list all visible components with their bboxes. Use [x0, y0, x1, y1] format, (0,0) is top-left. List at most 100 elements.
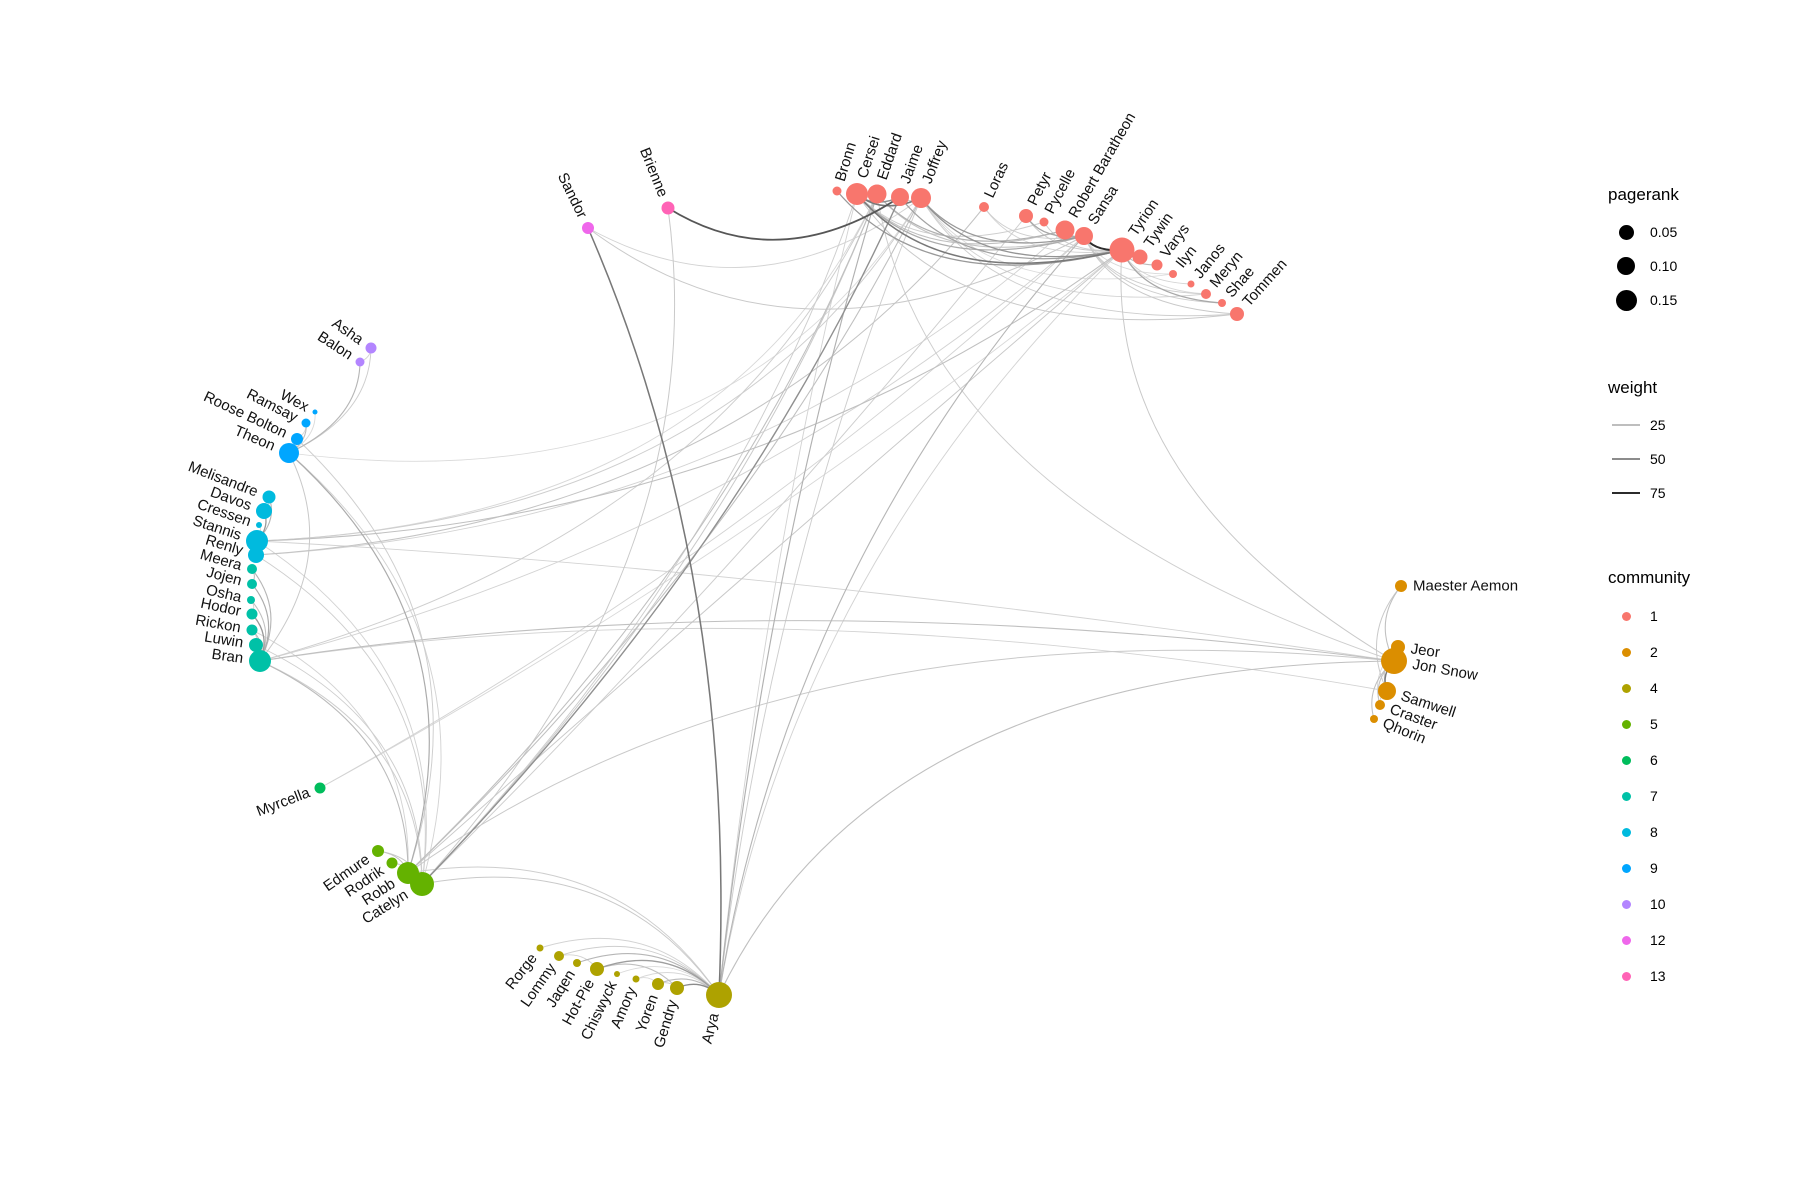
edge-tommen-joffrey [920, 197, 1238, 317]
edge-sandor-sansa [587, 227, 1085, 310]
legend-weight-title: weight [1608, 378, 1658, 397]
node-varys[interactable]: Varys [1151, 259, 1163, 271]
node-sandor[interactable]: Sandor [582, 222, 594, 234]
pagerank-dot-large [1608, 289, 1644, 311]
node-qhorin[interactable]: Qhorin [1370, 715, 1378, 723]
node-pycelle[interactable]: Pycelle [1039, 217, 1049, 227]
node-maester-aemon[interactable]: Maester Aemon [1395, 580, 1407, 592]
node-jaqen[interactable]: Jaqen [573, 959, 581, 967]
edge-robb-tyrion [407, 249, 1123, 874]
edge-cersei-sansa [856, 193, 1085, 251]
node-tommen[interactable]: Tommen [1230, 307, 1244, 321]
edge-arya-catelyn [421, 876, 720, 996]
node-shae[interactable]: Shae [1218, 299, 1226, 307]
node-robert-baratheon[interactable]: Robert Baratheon [1055, 220, 1075, 240]
node-cersei[interactable]: Cersei [846, 183, 868, 205]
node-yoren[interactable]: Yoren [652, 978, 664, 990]
node-catelyn[interactable]: Catelyn [410, 872, 434, 896]
legend-community-item: 8 [1608, 814, 1798, 850]
edge-samwell-bran [259, 627, 1388, 692]
node-meera[interactable]: Meera [247, 564, 257, 574]
node-janos[interactable]: Janos [1187, 280, 1195, 288]
node-edmure[interactable]: Edmure [372, 845, 384, 857]
edge-stannis-joffrey [256, 197, 922, 542]
node-bronn[interactable]: Bronn [832, 186, 842, 196]
node-asha[interactable]: Asha [365, 342, 377, 354]
community-swatch [1621, 863, 1631, 873]
legend-community-title: community [1608, 568, 1691, 587]
edge-catelyn-jaime [421, 196, 901, 885]
community-swatch [1621, 611, 1631, 621]
node-jon-snow[interactable]: Jon Snow [1381, 648, 1407, 674]
edge-ilyn-sansa [1083, 235, 1174, 275]
node-hot-pie[interactable]: Hot-Pie [590, 962, 604, 976]
community-swatch [1621, 791, 1631, 801]
node-cressen[interactable]: Cressen [256, 522, 262, 528]
community-swatch [1621, 827, 1631, 837]
legend-weight: weight 25 50 75 [1608, 378, 1798, 510]
node-hodor[interactable]: Hodor [246, 608, 258, 620]
node-sansa[interactable]: Sansa [1075, 227, 1093, 245]
pagerank-dot-medium [1608, 257, 1644, 275]
node-wex[interactable]: Wex [312, 409, 318, 415]
node-craster[interactable]: Craster [1375, 700, 1385, 710]
node-eddard[interactable]: Eddard [867, 184, 887, 204]
legend-community: community 1 2 4 5 6 7 8 [1608, 568, 1798, 994]
legend-pagerank: pagerank 0.05 0.10 0.15 [1608, 185, 1798, 317]
node-renly[interactable]: Renly [248, 547, 264, 563]
node-ilyn[interactable]: Ilyn [1169, 270, 1177, 278]
node-tywin[interactable]: Tywin [1132, 249, 1148, 265]
node-rorge[interactable]: Rorge [536, 944, 544, 952]
node-rodrik[interactable]: Rodrik [386, 857, 398, 869]
node-luwin[interactable]: Luwin [249, 638, 263, 652]
node-jaime[interactable]: Jaime [891, 188, 909, 206]
edge-renly-catelyn [255, 554, 426, 885]
node-chiswyck[interactable]: Chiswyck [614, 971, 620, 977]
community-swatch [1621, 719, 1631, 729]
edge-joffrey-sansa [920, 197, 1085, 244]
node-myrcella[interactable]: Myrcella [314, 782, 326, 794]
node-bran[interactable]: Bran [249, 650, 271, 672]
node-petyr[interactable]: Petyr [1019, 209, 1033, 223]
legend-community-item: 4 [1608, 670, 1798, 706]
edge-arya-rorge [539, 937, 720, 996]
edge-jon-snow-tyrion [1120, 249, 1395, 662]
node-joffrey[interactable]: Joffrey [911, 188, 931, 208]
legend-weight-item: 75 [1608, 476, 1798, 510]
community-swatch [1621, 899, 1631, 909]
node-stannis[interactable]: Stannis [246, 530, 268, 552]
node-lommy[interactable]: Lommy [554, 951, 564, 961]
node-theon[interactable]: Theon [279, 443, 299, 463]
edge-arya-robb [407, 866, 720, 996]
edge-catelyn-cersei [421, 193, 858, 885]
edge-stannis-catelyn [256, 540, 427, 885]
edge-arya-sansa [718, 235, 1085, 996]
node-samwell[interactable]: Samwell [1378, 682, 1396, 700]
edge-joffrey-tyrion [920, 197, 1123, 258]
node-loras[interactable]: Loras [979, 202, 989, 212]
legend-pagerank-item: 0.05 [1608, 215, 1798, 249]
legend-community-item: 9 [1608, 850, 1798, 886]
legend-pagerank-title: pagerank [1608, 185, 1679, 204]
node-davos[interactable]: Davos [256, 503, 272, 519]
edge-renly-robert-baratheon [255, 229, 1066, 556]
node-balon[interactable]: Balon [355, 357, 365, 367]
node-arya[interactable]: Arya [706, 982, 732, 1008]
edge-arya-tyrion [718, 249, 1123, 996]
node-brienne[interactable]: Brienne [661, 201, 675, 215]
node-tyrion[interactable]: Tyrion [1109, 237, 1135, 263]
node-roose-bolton[interactable]: Roose Bolton [291, 433, 303, 445]
edge-arya-cersei [718, 193, 858, 996]
legend-community-item: 5 [1608, 706, 1798, 742]
node-rickon[interactable]: Rickon [246, 624, 258, 636]
legend-community-item: 6 [1608, 742, 1798, 778]
edge-samwell-maester-aemon [1376, 585, 1402, 692]
node-jojen[interactable]: Jojen [247, 579, 257, 589]
node-melisandre[interactable]: Melisandre [262, 490, 276, 504]
node-osha[interactable]: Osha [247, 596, 255, 604]
node-amory[interactable]: Amory [632, 975, 640, 983]
node-meryn[interactable]: Meryn [1201, 289, 1211, 299]
edge-sansa-tommen [1083, 235, 1238, 315]
node-ramsay[interactable]: Ramsay [301, 418, 311, 428]
node-gendry[interactable]: Gendry [670, 981, 684, 995]
